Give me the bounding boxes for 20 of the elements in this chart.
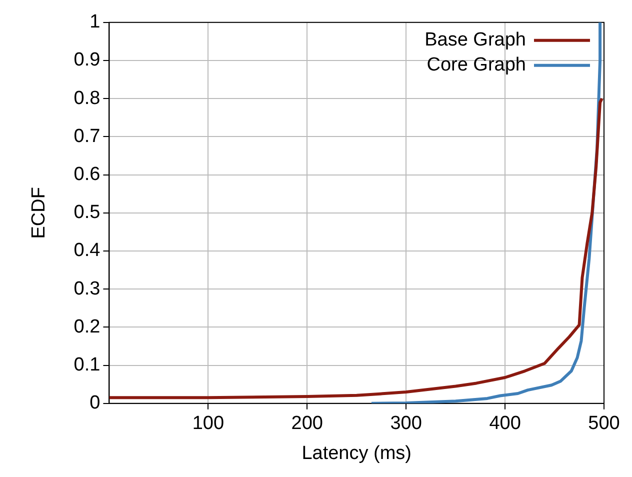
y-tick-label: 0.6 xyxy=(74,164,100,186)
y-tick-label: 0.5 xyxy=(74,202,100,224)
x-tick-label: 400 xyxy=(489,413,521,434)
y-tick-label: 0.9 xyxy=(74,50,100,71)
y-tick-label: 0.3 xyxy=(74,278,100,300)
y-tick-label: 0 xyxy=(90,392,100,414)
legend-label: Base Graph xyxy=(424,30,526,51)
y-tick-label: 0.8 xyxy=(74,88,100,109)
y-tick-label: 1 xyxy=(90,12,100,33)
legend-label: Core Graph xyxy=(426,54,526,76)
y-axis-title: ECDF xyxy=(28,187,50,239)
x-tick-label: 200 xyxy=(291,413,323,434)
x-tick-label: 500 xyxy=(588,413,620,434)
y-tick-label: 0.1 xyxy=(74,354,100,376)
x-tick-label: 100 xyxy=(192,413,224,434)
y-tick-label: 0.7 xyxy=(74,126,100,147)
y-tick-label: 0.4 xyxy=(74,240,101,262)
x-axis-title: Latency (ms) xyxy=(302,442,412,464)
y-tick-label: 0.2 xyxy=(74,316,100,338)
x-tick-label: 300 xyxy=(390,413,422,434)
